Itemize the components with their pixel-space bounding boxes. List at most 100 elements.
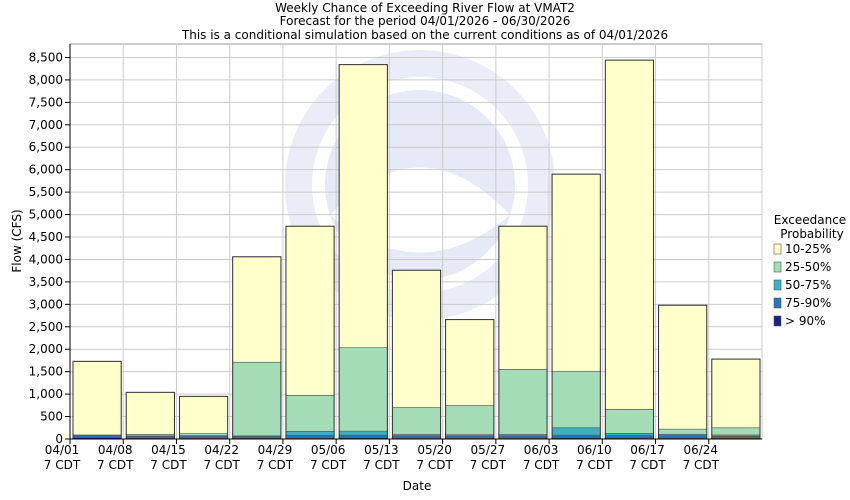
bar-segment bbox=[498, 369, 548, 435]
x-tick-label: 05/20 bbox=[417, 443, 452, 457]
bar-segment bbox=[445, 319, 495, 406]
bar-segment bbox=[179, 433, 228, 436]
chart-title: Weekly Chance of Exceeding River Flow at… bbox=[275, 1, 575, 15]
legend-entry-label: > 90% bbox=[785, 314, 826, 328]
legend-entry-label: 50-75% bbox=[785, 278, 831, 292]
y-tick-label: 2,000 bbox=[29, 342, 63, 356]
bar-segment bbox=[125, 392, 175, 435]
x-tick-sublabel: 7 CDT bbox=[150, 458, 187, 472]
y-tick-label: 6,000 bbox=[29, 163, 63, 177]
bar-segment bbox=[551, 434, 601, 439]
bar-segment bbox=[711, 436, 761, 439]
bar-segment bbox=[338, 434, 388, 439]
bar-segment bbox=[551, 173, 601, 372]
legend-swatch bbox=[773, 243, 782, 255]
bar-segment bbox=[72, 361, 122, 436]
bar-segment bbox=[285, 225, 335, 396]
bar-segment bbox=[445, 435, 495, 439]
x-tick-sublabel: 7 CDT bbox=[203, 458, 240, 472]
y-tick-label: 8,000 bbox=[29, 73, 63, 87]
legend-swatch bbox=[773, 297, 782, 309]
y-tick-label: 0 bbox=[55, 432, 63, 446]
x-tick-label: 06/17 bbox=[630, 443, 665, 457]
legend-swatch bbox=[773, 315, 782, 327]
bar-segment bbox=[551, 427, 601, 436]
bar-segment bbox=[338, 430, 388, 436]
bar-segment bbox=[179, 396, 228, 434]
legend-entry-label: 75-90% bbox=[785, 296, 831, 310]
y-tick-label: 6,500 bbox=[29, 140, 63, 154]
y-axis-label: Flow (CFS) bbox=[10, 209, 24, 272]
bar-segment bbox=[605, 59, 654, 410]
bar-segment bbox=[338, 64, 388, 348]
x-tick-label: 04/01 bbox=[45, 443, 80, 457]
bar-segment bbox=[285, 431, 335, 436]
y-tick-label: 7,000 bbox=[29, 118, 63, 132]
x-tick-sublabel: 7 CDT bbox=[416, 458, 453, 472]
bar-segment bbox=[658, 428, 708, 435]
x-tick-sublabel: 7 CDT bbox=[683, 458, 720, 472]
bar-segment bbox=[232, 361, 282, 437]
x-tick-label: 04/29 bbox=[258, 443, 293, 457]
legend-swatch bbox=[773, 279, 782, 291]
x-tick-label: 04/15 bbox=[151, 443, 186, 457]
x-tick-sublabel: 7 CDT bbox=[97, 458, 134, 472]
x-tick-label: 06/10 bbox=[577, 443, 612, 457]
bar-segment bbox=[338, 347, 388, 432]
x-tick-label: 06/24 bbox=[683, 443, 718, 457]
y-tick-label: 500 bbox=[40, 410, 63, 424]
y-tick-label: 3,000 bbox=[29, 297, 63, 311]
x-tick-sublabel: 7 CDT bbox=[523, 458, 560, 472]
x-tick-label: 05/27 bbox=[471, 443, 506, 457]
y-tick-label: 5,500 bbox=[29, 185, 63, 199]
bar-segment bbox=[658, 304, 708, 430]
bar-segment bbox=[72, 435, 122, 438]
bar-segment bbox=[392, 269, 441, 408]
bar-segment bbox=[605, 409, 654, 434]
legend-swatch bbox=[773, 261, 782, 273]
x-tick-label: 05/06 bbox=[311, 443, 346, 457]
legend-title-line2: Probability bbox=[780, 227, 843, 241]
legend-entry-label: 25-50% bbox=[785, 260, 831, 274]
legend-title-line1: Exceedance bbox=[774, 213, 846, 227]
x-tick-label: 04/22 bbox=[204, 443, 239, 457]
x-tick-sublabel: 7 CDT bbox=[629, 458, 666, 472]
x-tick-sublabel: 7 CDT bbox=[470, 458, 507, 472]
y-tick-label: 2,500 bbox=[29, 320, 63, 334]
bar-segment bbox=[605, 433, 654, 436]
y-tick-label: 5,000 bbox=[29, 208, 63, 222]
y-axis: 0 500 1,000 1,500 2,000 2,500 3,000 3,500 4,000 4… bbox=[29, 50, 70, 446]
y-tick-label: 7,500 bbox=[29, 95, 63, 109]
bar-segment bbox=[711, 358, 761, 429]
bar-segment bbox=[445, 405, 495, 436]
bar-segment bbox=[179, 435, 228, 439]
bar-segment bbox=[285, 395, 335, 432]
bars bbox=[72, 59, 761, 440]
y-tick-label: 8,500 bbox=[29, 50, 63, 64]
bar-segment bbox=[392, 435, 441, 439]
bar-segment bbox=[711, 427, 761, 436]
x-tick-sublabel: 7 CDT bbox=[363, 458, 400, 472]
x-tick-label: 05/13 bbox=[364, 443, 399, 457]
x-tick-sublabel: 7 CDT bbox=[310, 458, 347, 472]
bar-segment bbox=[392, 407, 441, 435]
chart-subtitle: Forecast for the period 04/01/2026 - 06/… bbox=[280, 14, 571, 28]
bar-segment bbox=[498, 225, 548, 370]
x-tick-sublabel: 7 CDT bbox=[257, 458, 294, 472]
y-tick-label: 1,000 bbox=[29, 387, 63, 401]
bar-segment bbox=[232, 256, 282, 363]
y-tick-label: 4,000 bbox=[29, 252, 63, 266]
legend: Exceedance Probability 10-25% 25-50% 50-75… bbox=[773, 213, 846, 328]
x-tick-label: 06/03 bbox=[524, 443, 559, 457]
chart-subtitle-conditions: This is a conditional simulation based o… bbox=[181, 28, 668, 42]
x-tick-sublabel: 7 CDT bbox=[576, 458, 613, 472]
legend-entry-label: 10-25% bbox=[785, 242, 831, 256]
bar-segment bbox=[285, 435, 335, 439]
y-tick-label: 3,500 bbox=[29, 275, 63, 289]
bar-segment bbox=[498, 435, 548, 439]
x-tick-label: 04/08 bbox=[98, 443, 133, 457]
bar-segment bbox=[658, 435, 708, 439]
x-tick-sublabel: 7 CDT bbox=[44, 458, 81, 472]
x-axis-label: Date bbox=[403, 479, 432, 493]
